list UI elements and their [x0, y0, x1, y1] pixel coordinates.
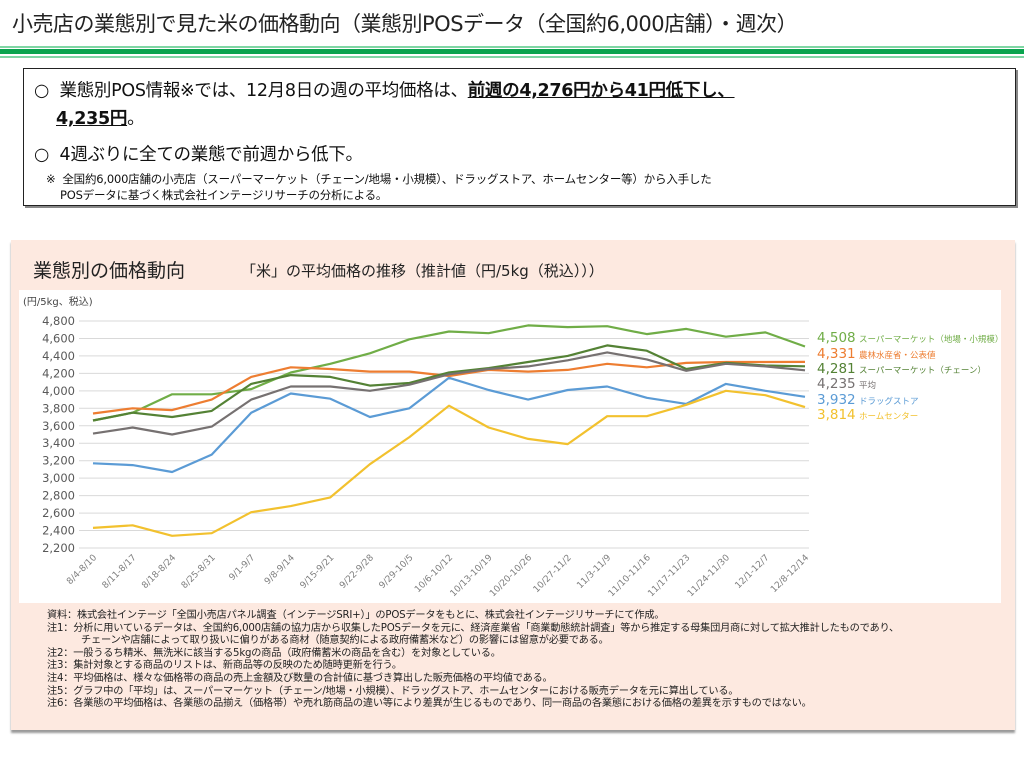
- summary-point-1: ○ 業態別POS情報※では、12月8日の週の平均価格は、前週の4,276円から4…: [34, 77, 735, 102]
- y-tick-label: 4,200: [42, 366, 75, 380]
- y-tick-label: 4,000: [42, 384, 75, 398]
- x-tick-label: 8/18-8/24: [140, 553, 178, 591]
- y-tick-label: 4,800: [42, 314, 75, 328]
- note-1-cont: チェーンや店舗によって取り扱いに偏りがある商材（随意契約による政府備蓄米など）の…: [81, 635, 609, 647]
- end-value-label: 3,814: [817, 407, 856, 423]
- x-tick-label: 10/20-10/26: [488, 553, 534, 599]
- x-tick-label: 8/4-8/10: [65, 553, 99, 587]
- legend-label: ドラッグストア: [859, 396, 919, 407]
- summary-text: 4週ぶりに全ての業態で前週から低下。: [59, 145, 364, 165]
- header-rule-top: [0, 46, 1024, 48]
- y-tick-label: 2,200: [42, 541, 75, 555]
- note-mark: ※: [46, 172, 56, 186]
- y-tick-label: 3,000: [42, 471, 75, 485]
- x-tick-label: 12/8-12/14: [769, 553, 811, 595]
- note-1: 注1：分析に用いているデータは、全国約6,000店舗の協力店から収集したPOSデ…: [47, 622, 900, 634]
- note-3: 注3：集計対象とする商品のリストは、新商品等の反映のため随時更新を行う。: [47, 660, 402, 672]
- summary-point-1-cont: 4,235円。: [56, 105, 145, 130]
- summary-emphasis: 前週の4,276円から41円低下し、: [467, 81, 735, 101]
- header-rule-bottom: [0, 56, 1024, 58]
- gridlines: [79, 320, 809, 549]
- legend-label: 平均: [859, 380, 876, 391]
- end-value-label: 4,508: [817, 330, 856, 346]
- end-value-label: 4,331: [817, 346, 856, 362]
- note-5: 注5：グラフ中の「平均」は、スーパーマーケット（チェーン/地場・小規模）、ドラッ…: [47, 685, 739, 697]
- legend-label: スーパーマーケット（チェーン）: [859, 365, 986, 376]
- x-tick-label: 11/3-11/9: [575, 553, 613, 591]
- legend-label: ホームセンター: [859, 412, 918, 422]
- y-tick-label: 2,800: [42, 489, 75, 503]
- y-axis-unit-label: (円/5kg、税込): [23, 295, 93, 308]
- source-note: 資料：株式会社インテージ「全国小売店パネル調査（インテージSRI+）」のPOSデ…: [47, 610, 665, 621]
- end-value-label: 3,932: [817, 392, 856, 408]
- x-tick-label: 9/29-10/5: [378, 553, 416, 591]
- y-tick-label: 3,400: [42, 436, 75, 450]
- summary-emphasis-price: 4,235円: [56, 109, 128, 129]
- x-tick-label: 9/22-9/28: [338, 553, 376, 591]
- page-title: 小売店の業態別で見た米の価格動向（業態別POSデータ（全国約6,000店舗）・週…: [12, 12, 798, 36]
- x-tick-label: 11/24-11/30: [686, 553, 732, 599]
- header-rule: [0, 49, 1024, 54]
- x-tick-label: 10/27-11/2: [532, 553, 574, 595]
- bullet-circle: ○: [34, 145, 49, 165]
- summary-footnote: ※ 全国約6,000店舗の小売店（スーパーマーケット（チェーン/地場・小規模）、…: [46, 171, 712, 187]
- bullet-circle: ○: [34, 81, 49, 101]
- x-tick-label: 9/1-9/7: [227, 553, 257, 583]
- y-tick-label: 2,600: [42, 506, 75, 520]
- y-tick-label: 3,800: [42, 401, 75, 415]
- y-tick-label: 2,400: [42, 524, 75, 538]
- summary-footnote-cont: POSデータに基づく株式会社インテージリサーチの分析による。: [60, 188, 388, 202]
- line-chart: (円/5kg、税込) 2,200 2,400 2,600 2,800 3,000 3,20…: [23, 295, 1003, 599]
- end-value-label: 4,281: [817, 361, 856, 377]
- notes: 資料：株式会社インテージ「全国小売店パネル調査（インテージSRI+）」のPOSデ…: [47, 610, 899, 711]
- series-line: [92, 344, 806, 422]
- x-tick-label: 8/11-8/17: [101, 553, 139, 591]
- summary-box: ○ 業態別POS情報※では、12月8日の週の平均価格は、前週の4,276円から4…: [23, 68, 1016, 206]
- x-tick-label: 8/25-8/31: [180, 553, 218, 591]
- x-tick-label: 10/6-10/12: [413, 553, 455, 595]
- legend-label: 農林水産省・公表値: [859, 350, 936, 361]
- series-line: [92, 351, 806, 436]
- legend-label: スーパーマーケット（地場・小規模）: [859, 334, 1001, 345]
- footnote-text: 全国約6,000店舗の小売店（スーパーマーケット（チェーン/地場・小規模）、ドラ…: [62, 172, 712, 186]
- x-tick-label: 9/15-9/21: [299, 553, 337, 591]
- summary-text: 業態別POS情報※では、12月8日の週の平均価格は、: [59, 81, 469, 101]
- chart-subtitle: 「米」の平均価格の推移（推計値（円/5kg（税込）））: [241, 262, 604, 280]
- x-axis-ticks: 8/4-8/10 8/11-8/17 8/18-8/24 8/25-8/31 9/1-9…: [65, 553, 811, 599]
- end-value-label: 4,235: [817, 376, 856, 392]
- y-tick-label: 3,200: [42, 454, 75, 468]
- y-tick-label: 4,600: [42, 331, 75, 345]
- series-line: [92, 324, 806, 422]
- series-line: [92, 389, 806, 537]
- x-tick-label: 9/8-9/14: [263, 553, 297, 587]
- note-6: 注6：各業態の平均価格は、各業態の品揃え（価格帯）や売れ筋商品の違い等により差異…: [47, 698, 812, 710]
- summary-point-2: ○ 4週ぶりに全ての業態で前週から低下。: [34, 141, 363, 166]
- chart-title: 業態別の価格動向: [33, 260, 186, 282]
- note-2: 注2：一般うるち精米、無洗米に該当する5kgの商品（政府備蓄米の商品を含む）を対…: [47, 647, 501, 659]
- y-axis-ticks: 2,200 2,400 2,600 2,800 3,000 3,200 3,400 3,600…: [42, 314, 75, 555]
- series-line: [92, 376, 806, 474]
- y-tick-label: 4,400: [42, 349, 75, 363]
- note-4: 注4：平均価格は、様々な価格帯の商品の売上金額及び数量の合計値に基づき算出した販…: [47, 672, 553, 684]
- y-tick-label: 3,600: [42, 419, 75, 433]
- summary-period: 。: [127, 109, 145, 129]
- chart-area: (円/5kg、税込) 2,200 2,400 2,600 2,800 3,000 3,20…: [19, 290, 1003, 603]
- x-tick-label: 12/1-12/7: [734, 553, 772, 591]
- series-lines: [92, 324, 806, 537]
- chart-panel: 業態別の価格動向 「米」の平均価格の推移（推計値（円/5kg（税込））） (円/…: [11, 240, 1015, 730]
- end-labels: 4,508 スーパーマーケット（地場・小規模）4,331 農林水産省・公表値4,28…: [817, 330, 1003, 423]
